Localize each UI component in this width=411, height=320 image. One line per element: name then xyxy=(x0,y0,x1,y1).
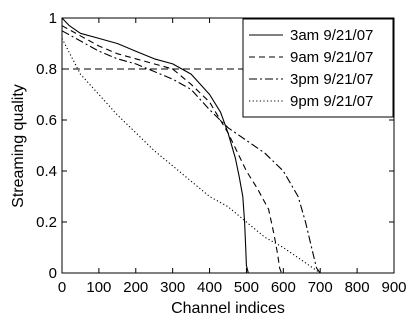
y-tick-label: 0.6 xyxy=(36,112,57,129)
x-axis-label: Channel indices xyxy=(171,300,285,317)
series-line-1 xyxy=(61,17,249,274)
axes-frame xyxy=(61,17,395,274)
y-tick-label: 0 xyxy=(49,265,57,282)
series-line-4 xyxy=(61,38,321,274)
y-tick-label: 0.4 xyxy=(36,163,57,180)
x-tick-label: 700 xyxy=(308,279,333,296)
legend-label-4: 9pm 9/21/07 xyxy=(290,93,373,110)
x-tick-label: 800 xyxy=(345,279,370,296)
y-tick-label: 0.8 xyxy=(36,61,57,78)
x-tick-label: 500 xyxy=(234,279,259,296)
y-tick-label: 0.2 xyxy=(36,214,57,231)
series-line-3 xyxy=(61,30,321,274)
x-tick-label: 400 xyxy=(197,279,222,296)
y-axis-label: Streaming quality xyxy=(10,84,27,208)
legend-label-3: 3pm 9/21/07 xyxy=(290,71,373,88)
y-tick-label: 1 xyxy=(49,10,57,27)
x-tick-label: 100 xyxy=(86,279,111,296)
legend-label-2: 9am 9/21/07 xyxy=(290,49,373,66)
plot-area: 0 100 200 300 400 500 600 700 800 900 0 0.2 0.4 0.6 0.… xyxy=(36,10,406,296)
x-tick-label: 300 xyxy=(160,279,185,296)
x-tick-label: 0 xyxy=(58,279,66,296)
x-tick-label: 900 xyxy=(381,279,406,296)
x-tick-label: 200 xyxy=(123,279,148,296)
legend-label-1: 3am 9/21/07 xyxy=(290,27,373,44)
series-line-2 xyxy=(61,25,283,274)
x-tick-label: 600 xyxy=(271,279,296,296)
